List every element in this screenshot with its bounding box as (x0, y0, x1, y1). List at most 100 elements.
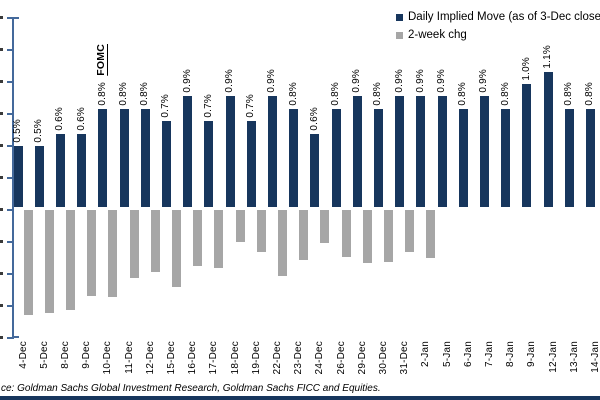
y-axis-tick (7, 17, 14, 19)
bar-daily-implied-move (34, 146, 44, 207)
x-axis-label: 13-Jan (568, 341, 580, 373)
x-axis-label: 8-Dec (59, 341, 71, 369)
cropped-tick-label-fragment (0, 272, 3, 275)
bar-2-week-chg (23, 210, 33, 315)
x-axis-label: 23-Dec (293, 341, 305, 375)
cropped-tick-label-fragment (0, 240, 3, 243)
x-axis-label: 12-Jan (547, 341, 559, 373)
bar-daily-implied-move (161, 121, 171, 207)
bar-daily-implied-move (119, 109, 129, 207)
value-label: 0.9% (436, 69, 447, 93)
x-axis-label: 6-Jan (462, 341, 474, 368)
bar-daily-implied-move (522, 84, 532, 207)
cropped-tick-label-fragment (0, 208, 3, 211)
bar-2-week-chg (193, 210, 203, 266)
legend-label-daily-implied-move: Daily Implied Move (as of 3-Dec close) (408, 11, 600, 23)
x-axis-label: 11-Dec (123, 341, 135, 374)
y-axis-tick (7, 337, 14, 339)
value-label: 0.9% (414, 69, 426, 93)
bar-daily-implied-move (331, 109, 341, 207)
bar-2-week-chg (87, 210, 97, 296)
bar-daily-implied-move (310, 134, 320, 207)
bar-2-week-chg (214, 210, 224, 268)
footer-rule (0, 396, 600, 400)
x-axis-label: 14-Jan (589, 341, 600, 373)
x-axis-label: 30-Dec (377, 341, 389, 375)
bar-daily-implied-move (373, 109, 383, 207)
bar-2-week-chg (171, 210, 181, 287)
value-label: 0.7% (160, 94, 172, 118)
y-axis-tick (7, 241, 14, 243)
value-label: 0.8% (372, 82, 384, 106)
value-label: 0.9% (478, 69, 490, 93)
x-axis-label: 5-Dec (38, 341, 50, 369)
bar-daily-implied-move (479, 96, 489, 207)
y-axis-tick (7, 145, 14, 147)
x-axis-label: 10-Dec (102, 341, 114, 375)
bar-daily-implied-move (183, 96, 193, 207)
source-note: ce: Goldman Sachs Global Investment Rese… (1, 383, 381, 394)
bar-2-week-chg (277, 210, 287, 276)
value-label: 0.7% (202, 94, 214, 118)
bar-2-week-chg (341, 210, 351, 257)
x-axis-label: 9-Jan (526, 341, 538, 368)
bar-2-week-chg (299, 210, 309, 260)
x-axis-label: 4-Dec (17, 341, 29, 369)
y-axis-tick (7, 49, 14, 51)
bar-daily-implied-move (77, 134, 87, 207)
cropped-tick-label-fragment (0, 80, 3, 83)
y-axis-tick (7, 177, 14, 179)
y-axis-tick (7, 273, 14, 275)
bar-daily-implied-move (140, 109, 150, 207)
bar-2-week-chg (108, 210, 118, 297)
cropped-tick-label-fragment (0, 144, 3, 147)
value-label: 0.8% (118, 82, 129, 106)
legend-marker-navy-icon (396, 13, 403, 21)
legend-marker-gray-icon (396, 31, 403, 39)
bar-daily-implied-move (543, 72, 553, 207)
bar-daily-implied-move (395, 96, 405, 207)
value-label: 0.9% (351, 69, 363, 93)
x-axis-label: 26-Dec (335, 341, 347, 375)
bar-daily-implied-move (267, 96, 277, 207)
fomc-annotation: FOMC (95, 44, 108, 76)
value-label: 0.8% (287, 82, 299, 106)
y-axis-tick (7, 305, 14, 307)
value-label: 0.8% (96, 82, 108, 106)
y-axis-bottom-cap (12, 336, 19, 338)
bar-daily-implied-move (585, 109, 595, 207)
value-label: 0.8% (499, 82, 511, 106)
value-label: 0.5% (33, 119, 45, 143)
legend-item-2-week-chg: 2-week chg (396, 26, 600, 44)
cropped-tick-label-fragment (0, 304, 3, 307)
bar-daily-implied-move (501, 109, 511, 207)
value-label: 1.1% (542, 45, 553, 69)
value-label: 0.7% (245, 94, 257, 118)
bar-daily-implied-move (416, 96, 426, 207)
bar-daily-implied-move (13, 146, 23, 207)
value-label: 0.8% (330, 82, 341, 106)
y-axis-tick (7, 209, 14, 211)
x-axis-label: 24-Dec (314, 341, 326, 375)
bar-2-week-chg (320, 210, 330, 243)
value-label: 0.6% (308, 107, 320, 131)
y-axis-tick (7, 113, 14, 115)
cropped-tick-label-fragment (0, 336, 3, 339)
value-label: 0.8% (563, 82, 575, 106)
value-label: 0.8% (584, 82, 596, 106)
bar-2-week-chg (383, 210, 393, 262)
cropped-tick-label-fragment (0, 112, 3, 115)
bar-2-week-chg (426, 210, 436, 258)
value-label: 0.9% (181, 69, 193, 93)
x-axis-label: 16-Dec (187, 341, 199, 375)
x-axis-label: 31-Dec (399, 341, 411, 375)
bar-2-week-chg (150, 210, 160, 272)
value-label: 0.9% (224, 69, 235, 93)
bar-2-week-chg (362, 210, 372, 263)
bar-daily-implied-move (98, 109, 108, 207)
y-axis-tick (7, 81, 14, 83)
value-label: 0.8% (457, 82, 469, 106)
x-axis-label: 17-Dec (208, 341, 220, 375)
x-axis-label: 29-Dec (356, 341, 368, 375)
